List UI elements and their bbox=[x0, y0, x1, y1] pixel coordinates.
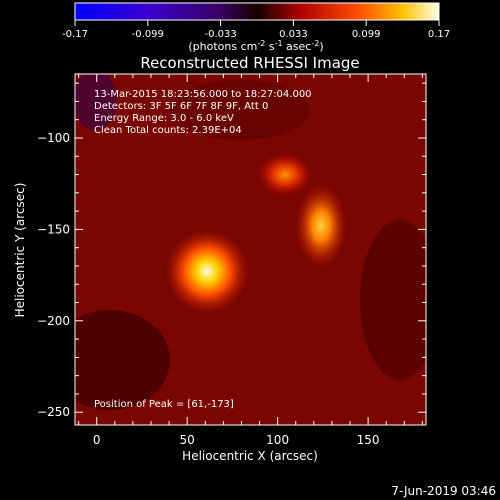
x-axis-label: Heliocentric X (arcsec) bbox=[182, 449, 318, 463]
peak-annotation: Position of Peak = [61,-173] bbox=[94, 399, 234, 410]
y-tick-label: −100 bbox=[37, 131, 70, 145]
colorbar-tick-label: 0.17 bbox=[428, 29, 450, 40]
colorbar-ticks: -0.17 -0.099 -0.033 0.033 0.099 0.17 bbox=[62, 20, 450, 40]
emission-source bbox=[256, 152, 313, 197]
colorbar-tick-label: -0.099 bbox=[132, 29, 164, 40]
colorbar-unit: (photons cm-2 s-1 asec-2) bbox=[188, 39, 323, 53]
x-axis: 0 50 100 150 bbox=[78, 74, 423, 447]
x-tick-label: 150 bbox=[357, 433, 380, 447]
emission-source bbox=[295, 183, 348, 268]
info-line: Energy Range: 3.0 - 6.0 keV bbox=[94, 113, 234, 124]
colorbar-tick-label: 0.033 bbox=[279, 29, 308, 40]
chart-title: Reconstructed RHESSI Image bbox=[140, 54, 359, 72]
colorbar-tick-label: 0.099 bbox=[352, 29, 381, 40]
x-tick-label: 0 bbox=[93, 433, 101, 447]
x-tick-label: 50 bbox=[180, 433, 195, 447]
colorbar bbox=[74, 2, 440, 21]
plot-date: 7-Jun-2019 03:46 bbox=[391, 484, 496, 498]
x-tick-label: 100 bbox=[266, 433, 289, 447]
y-axis: −100 −150 −200 −250 bbox=[37, 82, 426, 419]
info-line: Clean Total counts: 2.39E+04 bbox=[94, 125, 242, 136]
colorbar-tick-label: -0.17 bbox=[62, 29, 88, 40]
emission-source bbox=[165, 229, 250, 314]
info-line: 13-Mar-2015 18:23:56.000 to 18:27:04.000 bbox=[94, 89, 312, 100]
info-line: Detectors: 3F 5F 6F 7F 8F 9F, Att 0 bbox=[94, 101, 268, 112]
y-tick-label: −150 bbox=[37, 222, 70, 236]
observation-info: 13-Mar-2015 18:23:56.000 to 18:27:04.000… bbox=[94, 89, 312, 136]
y-tick-label: −250 bbox=[37, 405, 70, 419]
y-axis-label: Heliocentric Y (arcsec) bbox=[13, 183, 27, 318]
solar-image bbox=[75, 74, 426, 425]
colorbar-tick-label: -0.033 bbox=[204, 29, 236, 40]
y-tick-label: −200 bbox=[37, 314, 70, 328]
